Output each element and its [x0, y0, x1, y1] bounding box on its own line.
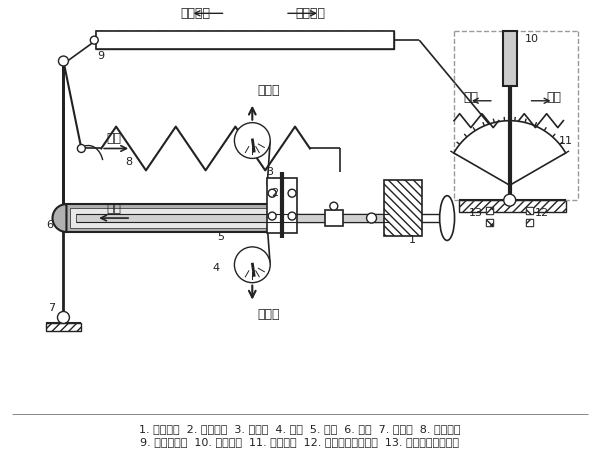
Circle shape: [235, 247, 270, 283]
Bar: [235, 31, 245, 49]
Text: 8: 8: [125, 157, 133, 167]
Bar: [176, 31, 186, 49]
Text: 9: 9: [98, 51, 105, 61]
Text: 2: 2: [272, 188, 279, 198]
Bar: [459, 200, 566, 212]
Text: 12: 12: [535, 208, 548, 218]
Bar: [275, 31, 285, 49]
Bar: [486, 219, 493, 226]
Circle shape: [288, 212, 296, 220]
Bar: [526, 219, 533, 226]
Circle shape: [235, 123, 270, 158]
Bar: [526, 207, 533, 214]
Bar: [385, 180, 422, 236]
Circle shape: [90, 36, 98, 44]
Circle shape: [330, 202, 338, 210]
Bar: [70, 208, 286, 228]
Text: 11: 11: [559, 136, 572, 146]
Text: 离心力: 离心力: [257, 84, 280, 97]
Text: 离心力: 离心力: [257, 308, 280, 321]
Bar: [116, 31, 126, 49]
Circle shape: [268, 212, 276, 220]
Text: 3: 3: [266, 167, 274, 177]
Bar: [96, 31, 394, 49]
Circle shape: [268, 189, 276, 197]
Text: 减少供油: 减少供油: [181, 7, 211, 20]
Polygon shape: [454, 121, 566, 185]
Text: 推力: 推力: [107, 202, 122, 215]
Bar: [215, 31, 226, 49]
Bar: [96, 31, 394, 49]
Bar: [196, 31, 206, 49]
Bar: [374, 31, 385, 49]
Bar: [486, 207, 493, 214]
Circle shape: [58, 312, 70, 324]
Bar: [136, 31, 146, 49]
Bar: [503, 31, 517, 86]
Bar: [526, 207, 533, 214]
Text: 1: 1: [409, 235, 416, 245]
Bar: [255, 31, 265, 49]
Text: 10: 10: [524, 34, 539, 44]
Wedge shape: [53, 204, 67, 232]
Text: 4: 4: [212, 263, 219, 273]
Text: 5: 5: [217, 232, 224, 242]
Circle shape: [367, 213, 377, 223]
Text: 加油: 加油: [546, 91, 561, 104]
Text: 7: 7: [48, 303, 55, 313]
Bar: [486, 207, 493, 214]
Bar: [267, 178, 297, 233]
Bar: [96, 31, 106, 49]
Circle shape: [288, 189, 296, 197]
Bar: [46, 324, 82, 331]
Bar: [526, 219, 533, 226]
Text: 减油: 减油: [463, 91, 478, 104]
Bar: [325, 210, 343, 226]
Circle shape: [58, 56, 68, 66]
Text: 增加供油: 增加供油: [295, 7, 325, 20]
Text: 13: 13: [469, 208, 483, 218]
Text: 1. 调速器轴  2. 飞锤支架  3. 飞锤销  4. 飞锤  5. 滑套  6. 摆杆  7. 摆杆销  8. 调速弹簧: 1. 调速器轴 2. 飞锤支架 3. 飞锤销 4. 飞锤 5. 滑套 6. 摆杆…: [139, 424, 461, 434]
Text: 9. 喷油泵齿条  10. 操纵手柄  11. 扇形齿板  12. 最高转速限止螺钉  13. 最低转速限止螺钉: 9. 喷油泵齿条 10. 操纵手柄 11. 扇形齿板 12. 最高转速限止螺钉 …: [140, 437, 460, 447]
Bar: [295, 31, 305, 49]
Bar: [315, 31, 325, 49]
Bar: [156, 31, 166, 49]
Bar: [335, 31, 345, 49]
Bar: [67, 204, 290, 232]
Bar: [355, 31, 365, 49]
Text: 拉力: 拉力: [107, 132, 122, 145]
Circle shape: [504, 194, 515, 206]
Bar: [486, 219, 493, 226]
Circle shape: [77, 145, 85, 152]
Bar: [76, 214, 389, 222]
Ellipse shape: [440, 196, 455, 240]
Text: 6: 6: [46, 220, 53, 230]
